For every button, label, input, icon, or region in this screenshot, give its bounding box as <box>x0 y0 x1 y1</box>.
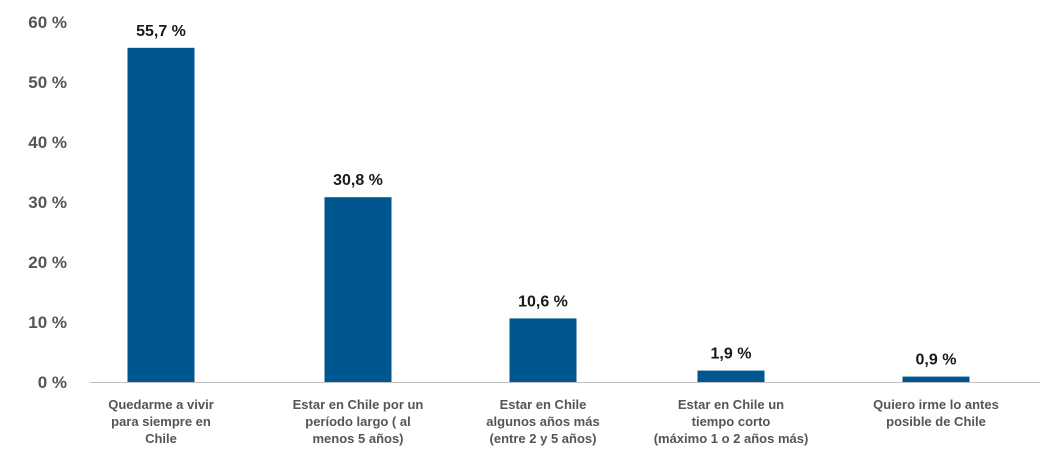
data-label: 30,8 % <box>333 172 383 189</box>
bar <box>324 197 392 382</box>
x-tick-label: Quedarme a vivir para siempre en Chile <box>108 397 214 446</box>
x-tick-label: Estar en Chile por un período largo ( al… <box>292 397 424 446</box>
y-tick-label: 10 % <box>28 313 67 332</box>
y-tick-label: 30 % <box>28 193 67 212</box>
bar <box>509 318 577 382</box>
x-tick-label: Estar en Chile un tiempo corto (máximo 1… <box>653 397 809 446</box>
data-label: 1,9 % <box>711 346 752 363</box>
y-tick-label: 40 % <box>28 133 67 152</box>
y-tick-label: 50 % <box>28 73 67 92</box>
y-tick-label: 60 % <box>28 13 67 32</box>
x-tick-label: Quiero irme lo antes posible de Chile <box>873 397 999 429</box>
bar <box>697 370 765 382</box>
y-tick-label: 20 % <box>28 253 67 272</box>
x-tick-label: Estar en Chile algunos años más (entre 2… <box>486 397 600 446</box>
data-label: 10,6 % <box>518 293 568 310</box>
data-label: 55,7 % <box>136 23 186 40</box>
bar <box>902 376 970 382</box>
y-tick-label: 0 % <box>38 373 67 392</box>
bar <box>127 47 195 383</box>
data-label: 0,9 % <box>916 352 957 369</box>
